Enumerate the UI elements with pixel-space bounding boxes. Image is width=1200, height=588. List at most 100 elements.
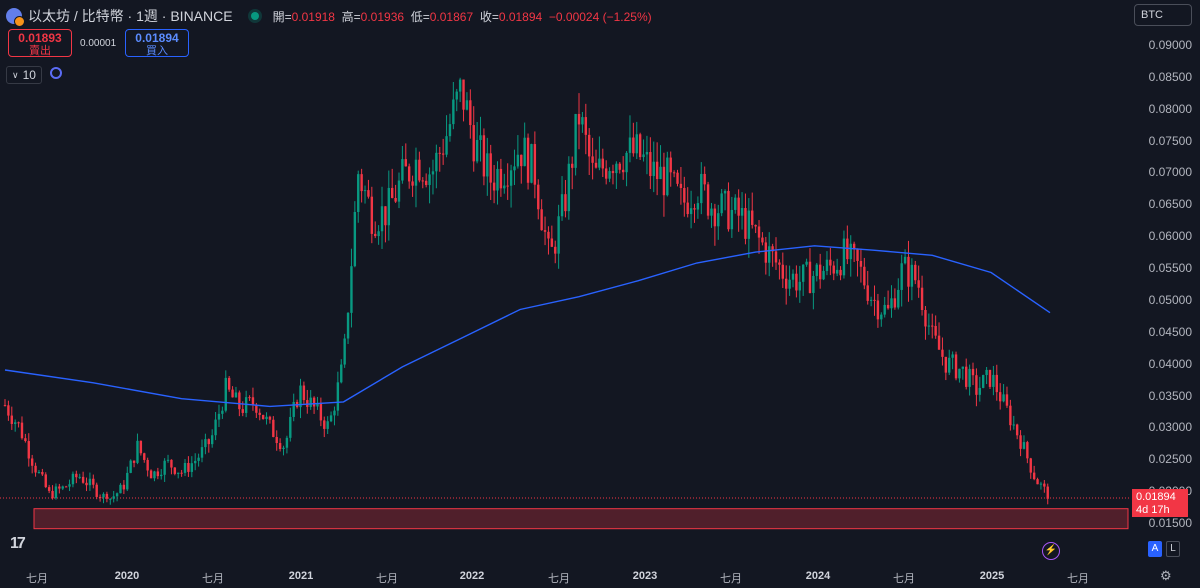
candle-body [571,163,574,168]
auto-scale-button[interactable]: A [1148,541,1162,557]
candle-body [998,392,1002,402]
candle-body [312,397,316,407]
candle-body [608,171,611,179]
buy-button[interactable]: 0.01894 買入 [125,29,189,57]
candle-body [737,197,740,216]
candle-body [703,173,706,185]
candle-body [713,208,717,227]
close-value: 0.01894 [498,9,543,24]
candle-body [988,369,992,387]
bar-countdown: 4d 17h [1136,504,1170,516]
support-zone [33,508,1129,530]
candle-body [876,300,880,320]
candle-body [98,496,102,498]
candle-body [649,152,652,177]
candle-body [543,230,547,232]
candle-body [153,471,156,479]
candle-body [601,158,604,169]
candle-body [863,266,866,286]
candle-body [44,474,47,488]
change-value: −0.00024 (−1.25%) [548,9,652,24]
candle-body [509,170,513,186]
candle-body [329,415,333,422]
candle-body [190,463,194,472]
y-axis-label: 0.04000 [1148,356,1192,371]
x-axis-label: 七月 [893,573,915,585]
candle-body [917,280,920,288]
candle-body [445,136,448,155]
candle-body [683,188,686,203]
indicator-loading-icon[interactable] [50,67,62,79]
candle-body [20,422,24,439]
candle-body [1009,405,1012,426]
candle-body [842,238,846,276]
candle-body [51,490,54,499]
candle-body [10,415,13,424]
candle-body [822,270,825,280]
x-axis-label: 2024 [805,570,831,582]
y-axis-label: 0.03000 [1148,420,1192,435]
candle-body [564,194,567,212]
candle-body [448,124,452,137]
tradingview-logo-icon[interactable]: 17 [10,535,26,552]
candle-body [231,389,234,398]
lightning-icon[interactable]: ⚡ [1042,542,1060,560]
buy-price: 0.01894 [135,31,179,45]
candle-body [788,279,791,289]
candle-body [1022,442,1026,449]
candle-body [414,159,418,186]
candle-body [520,154,523,167]
market-status-icon [250,12,259,20]
candle-body [112,496,115,499]
candle-body [961,366,965,369]
candle-body [645,152,649,155]
candle-body [910,264,914,287]
candle-body [533,144,537,185]
log-scale-button[interactable]: L [1166,541,1180,557]
candle-body [404,159,407,167]
candle-body [163,460,166,475]
candle-body [869,299,873,301]
candle-body [747,210,751,239]
candle-body [628,137,632,153]
candle-body [754,224,757,227]
candle-body [428,174,431,186]
candle-body [149,470,153,479]
candle-body [764,242,768,263]
symbol-title[interactable]: 以太坊 / 比特幣 · 1週 · BINANCE [28,8,233,24]
candle-body [948,357,951,373]
candle-body [323,420,326,429]
candle-body [768,246,771,263]
y-axis-label: 0.02500 [1148,452,1192,467]
x-axis-label: 2025 [979,570,1005,582]
candle-body [669,157,672,173]
symbol-header[interactable]: 以太坊 / 比特幣 · 1週 · BINANCE 開=0.01918 高=0.0… [6,6,652,27]
close-label: 收= [479,9,499,24]
candle-body [475,140,479,162]
candle-body [3,405,7,407]
candle-body [625,152,628,173]
candle-body [333,410,336,416]
candle-body [638,134,642,158]
candle-body [397,180,401,202]
candle-body [897,289,900,308]
candle-body [377,231,380,237]
candle-body [815,264,818,276]
y-axis-label: 0.03500 [1148,388,1192,403]
candle-body [740,208,744,216]
sell-button[interactable]: 0.01893 賣出 [8,29,72,57]
candle-body [241,409,244,413]
candle-body [139,440,143,454]
candle-body [115,493,119,497]
candle-body [594,162,598,168]
candle-body [424,180,428,186]
candle-body [496,168,499,191]
gear-icon[interactable]: ⚙ [1160,568,1172,583]
indicator-length-dropdown[interactable]: ∨ 10 [6,66,42,84]
candle-body [143,453,146,460]
currency-selector[interactable]: BTC [1134,4,1192,26]
candle-body [1043,483,1046,487]
candle-body [234,392,238,398]
candle-body [880,314,883,320]
